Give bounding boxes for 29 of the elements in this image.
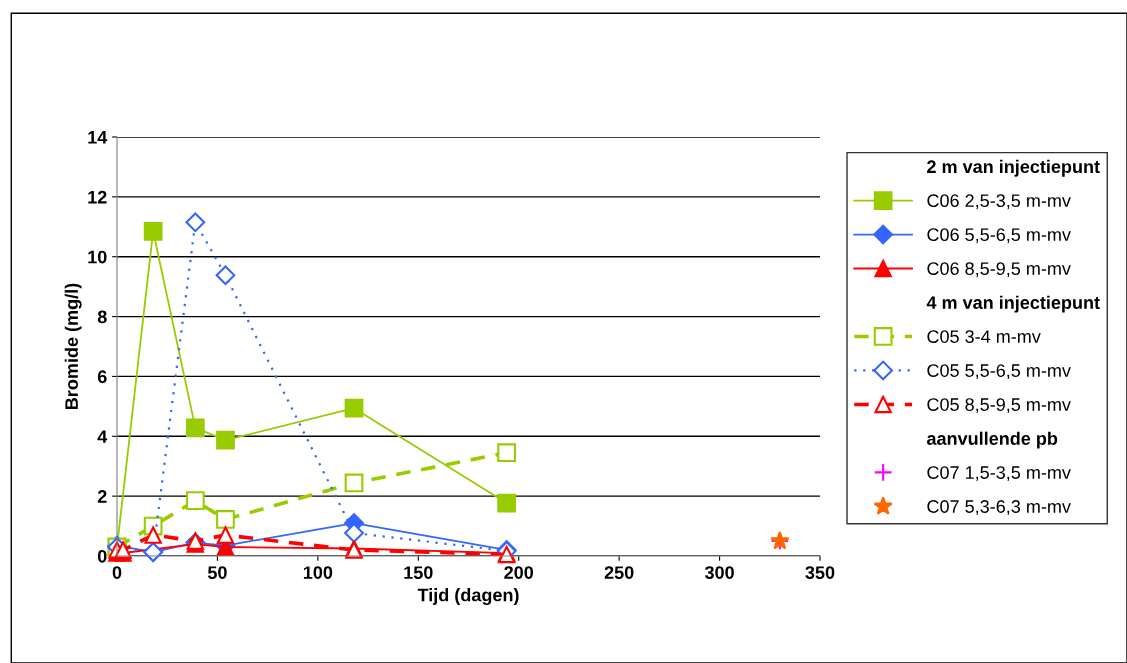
y-tick-label: 14 [88, 131, 108, 144]
text: 4 m van injectiepunt [926, 295, 1100, 313]
x-tick-label: 250 [604, 566, 634, 579]
y-tick-label: 8 [97, 310, 107, 324]
x-tick-label: 350 [805, 566, 835, 580]
legend-label: C07 5,3-6,3 m-mv [927, 500, 1071, 516]
y-axis-title: Bromide (mg/l) [64, 283, 82, 409]
legend-label: C06 5,5-6,5 m-mv [927, 228, 1071, 244]
x-tick-label: 0 [112, 566, 122, 579]
legend-label: C05 3-4 m-mv [927, 330, 1041, 343]
y-tick-label: 12 [88, 190, 107, 204]
y-tick-label: 4 [97, 430, 108, 443]
y-tick-label: 2 [97, 490, 107, 503]
legend-label: C06 8,5-9,5 m-mv [927, 262, 1071, 278]
y-tick-label: 6 [97, 370, 107, 384]
x-tick-label: 300 [704, 566, 734, 580]
x-tick-label: 100 [303, 566, 333, 579]
y-tick-label: 0 [97, 549, 107, 563]
x-tick-label: 200 [504, 566, 534, 579]
x-tick-label: 150 [404, 566, 433, 579]
legend-label: C06 2,5-3,5 m-mv [927, 194, 1071, 210]
text: aanvullende pb [927, 431, 1058, 449]
legend-label: C05 8,5-9,5 m-mv [927, 398, 1071, 414]
legend-label: C05 5,5-6,5 m-mv [927, 364, 1071, 380]
x-tick-label: 50 [207, 566, 227, 579]
text: 2 m van injectiepunt [927, 159, 1100, 177]
x-axis-title: Tijd (dagen) [417, 588, 519, 606]
legend-label: C07 1,5-3,5 m-mv [927, 466, 1071, 482]
y-tick-label: 10 [88, 250, 107, 264]
